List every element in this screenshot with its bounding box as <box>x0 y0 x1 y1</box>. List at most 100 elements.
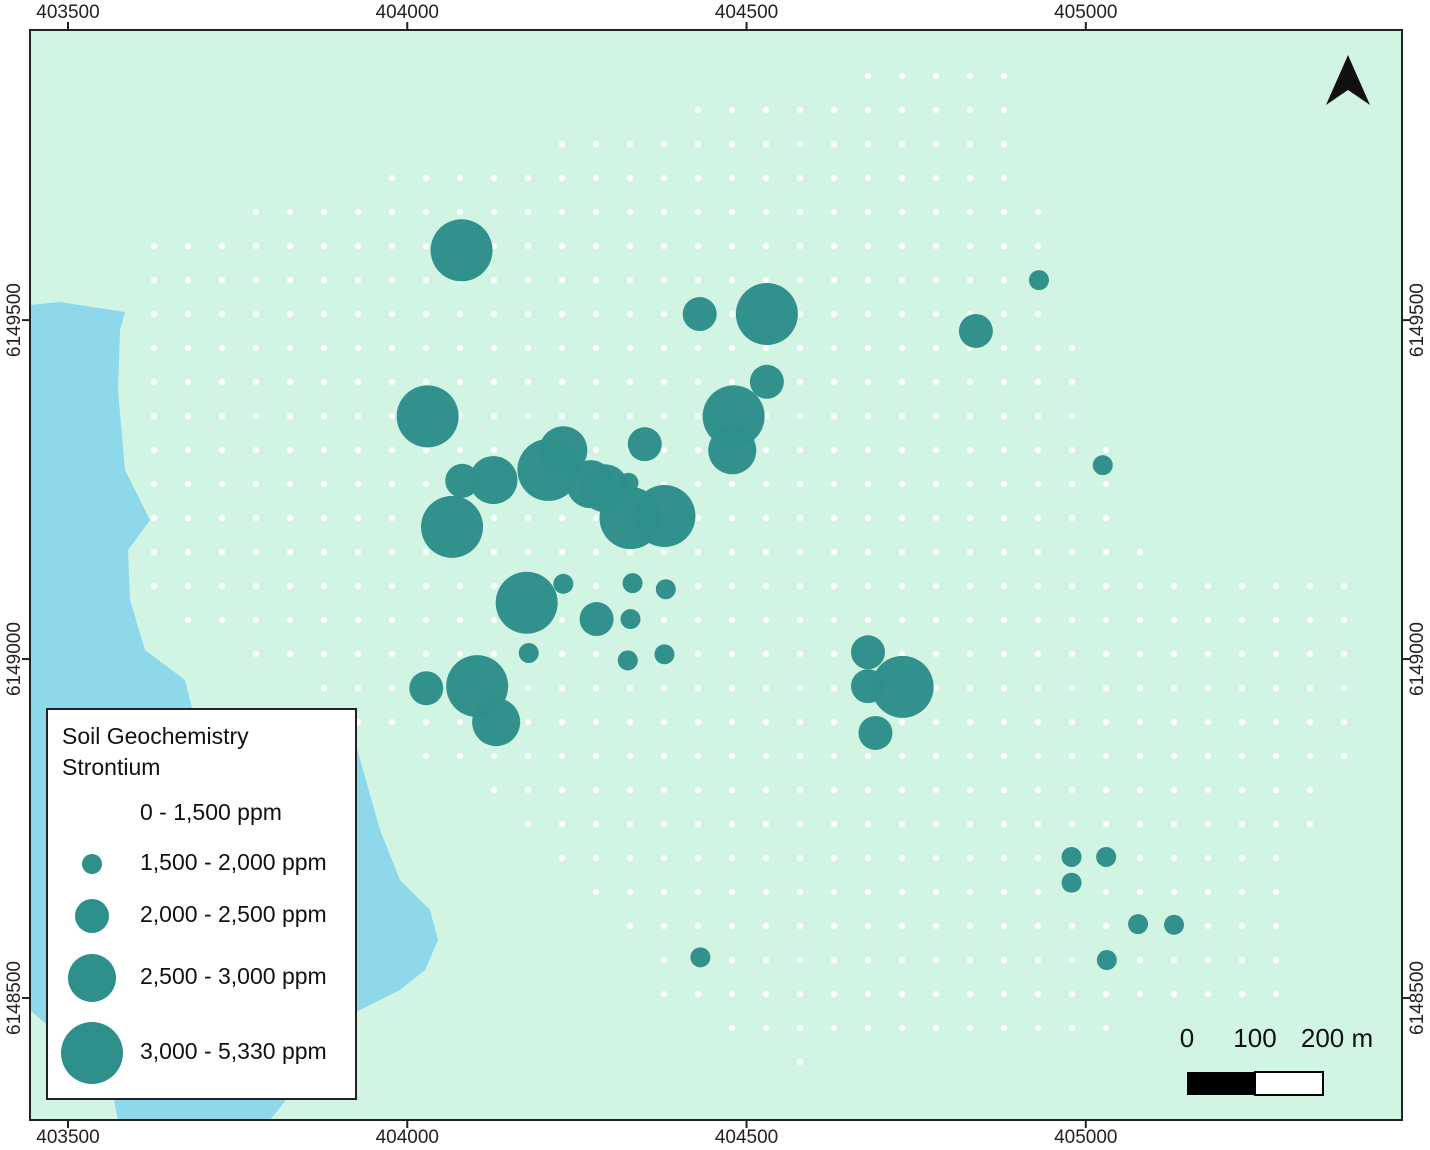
sample-dot <box>321 549 327 555</box>
sample-dot <box>321 209 327 215</box>
sample-dot <box>593 855 599 861</box>
sample-dot <box>1035 991 1041 997</box>
sample-dot <box>1273 889 1279 895</box>
sample-dot <box>797 345 803 351</box>
sample-dot <box>1069 617 1075 623</box>
sample-dot <box>865 583 871 589</box>
sample-dot <box>355 651 361 657</box>
sample-dot <box>1137 855 1143 861</box>
sample-dot <box>593 345 599 351</box>
sample-dot <box>729 209 735 215</box>
sample-dot <box>865 617 871 623</box>
sample-dot <box>899 243 905 249</box>
sample-dot <box>899 141 905 147</box>
sample-dot <box>253 651 259 657</box>
sample-dot <box>1069 583 1075 589</box>
sample-dot <box>491 447 497 453</box>
sample-dot <box>1001 787 1007 793</box>
sample-dot <box>661 753 667 759</box>
sample-dot <box>593 821 599 827</box>
sample-dot <box>1137 753 1143 759</box>
sample-dot <box>933 379 939 385</box>
sample-dot <box>627 821 633 827</box>
sample-dot <box>967 753 973 759</box>
sample-dot <box>627 413 633 419</box>
sample-dot <box>1035 617 1041 623</box>
strontium-point <box>430 219 493 282</box>
sample-dot <box>1171 651 1177 657</box>
sample-dot <box>1137 651 1143 657</box>
sample-dot <box>525 719 531 725</box>
strontium-point <box>396 385 459 448</box>
sample-dot <box>967 277 973 283</box>
sample-dot <box>763 685 769 691</box>
scale-segment <box>1187 1072 1255 1095</box>
sample-dot <box>1239 719 1245 725</box>
sample-dot <box>797 889 803 895</box>
sample-dot <box>899 413 905 419</box>
sample-dot <box>423 209 429 215</box>
sample-dot <box>1137 617 1143 623</box>
sample-dot <box>695 277 701 283</box>
sample-dot <box>933 855 939 861</box>
sample-dot <box>831 719 837 725</box>
sample-dot <box>865 923 871 929</box>
strontium-point <box>627 427 662 462</box>
sample-dot <box>797 413 803 419</box>
north-arrow <box>1326 55 1370 105</box>
sample-dot <box>559 617 565 623</box>
sample-dot <box>967 515 973 521</box>
sample-dot <box>1239 991 1245 997</box>
sample-dot <box>185 345 191 351</box>
sample-dot <box>695 617 701 623</box>
sample-dot <box>219 515 225 521</box>
sample-dot <box>797 107 803 113</box>
sample-dot <box>389 719 395 725</box>
sample-dot <box>185 515 191 521</box>
sample-dot <box>1035 447 1041 453</box>
sample-dot <box>423 549 429 555</box>
sample-dot <box>287 209 293 215</box>
sample-dot <box>627 719 633 725</box>
sample-dot <box>729 753 735 759</box>
x-tick-label: 403500 <box>36 2 99 23</box>
sample-dot <box>525 685 531 691</box>
sample-dot <box>695 209 701 215</box>
sample-dot <box>729 991 735 997</box>
sample-dot <box>797 277 803 283</box>
sample-dot <box>763 923 769 929</box>
sample-dot <box>1341 685 1347 691</box>
sample-dot <box>1103 719 1109 725</box>
sample-dot <box>797 515 803 521</box>
sample-dot <box>593 243 599 249</box>
sample-dot <box>831 821 837 827</box>
sample-dot <box>899 481 905 487</box>
sample-dot <box>865 311 871 317</box>
sample-dot <box>491 413 497 419</box>
sample-dot <box>1307 685 1313 691</box>
sample-dot <box>865 991 871 997</box>
sample-dot <box>695 515 701 521</box>
sample-dot <box>661 889 667 895</box>
sample-dot <box>933 515 939 521</box>
sample-dot <box>1103 991 1109 997</box>
sample-dot <box>661 991 667 997</box>
sample-dot <box>865 413 871 419</box>
sample-dot <box>865 787 871 793</box>
sample-dot <box>1307 583 1313 589</box>
sample-dot <box>1001 617 1007 623</box>
sample-dot <box>253 549 259 555</box>
sample-dot <box>899 583 905 589</box>
sample-dot <box>627 549 633 555</box>
sample-dot <box>763 889 769 895</box>
sample-dot <box>661 447 667 453</box>
sample-dot <box>763 787 769 793</box>
strontium-point <box>690 947 711 968</box>
x-tick-label: 404500 <box>715 2 778 23</box>
sample-dot <box>321 583 327 589</box>
sample-dot <box>219 413 225 419</box>
sample-dot <box>457 175 463 181</box>
sample-dot <box>151 243 157 249</box>
sample-dot <box>831 753 837 759</box>
legend-subtitle: Strontium <box>62 754 160 780</box>
